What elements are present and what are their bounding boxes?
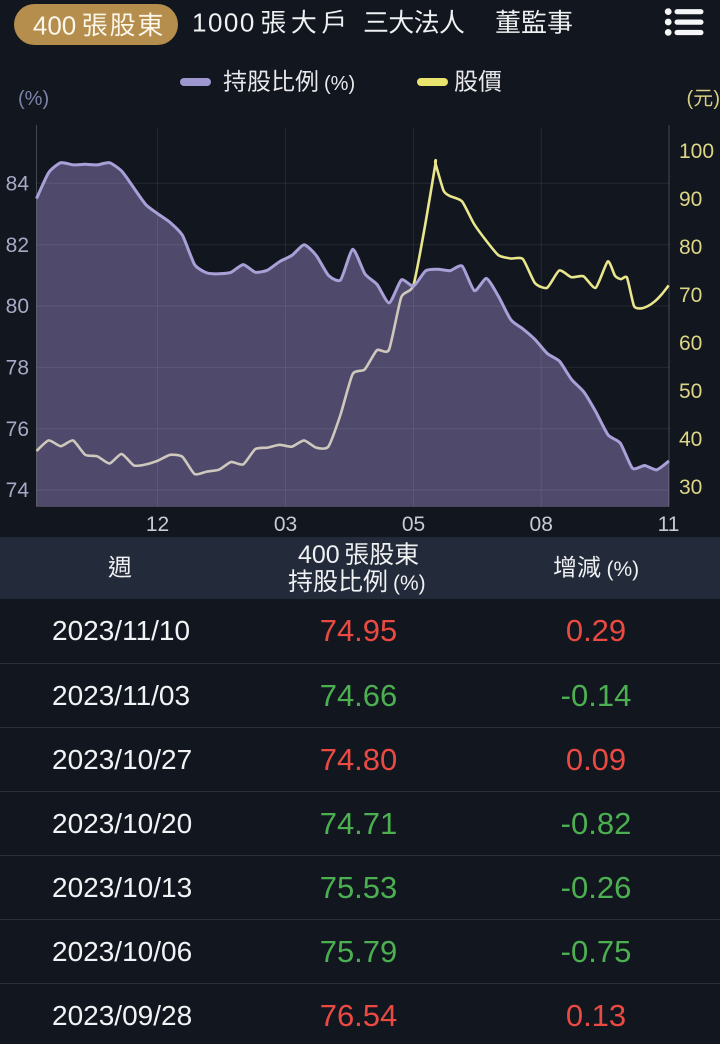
svg-text:03: 03 [274,513,297,536]
svg-text:(%): (%) [18,88,49,110]
svg-text:100: 100 [679,140,714,163]
svg-text:(: ( [687,88,694,110]
svg-text:08: 08 [530,513,553,536]
svg-text:(%): (%) [606,558,639,581]
svg-text:40: 40 [679,428,702,451]
svg-text:76: 76 [6,418,29,441]
svg-text:74: 74 [6,479,30,502]
svg-text:11: 11 [658,513,680,536]
svg-text:05: 05 [402,513,425,536]
svg-text:1000: 1000 [192,8,256,38]
svg-text:(%): (%) [324,73,355,95]
svg-text:70: 70 [679,284,702,307]
svg-text:50: 50 [679,380,702,403]
svg-text:): ) [713,88,720,110]
svg-text:12: 12 [146,513,169,536]
svg-text:84: 84 [6,173,30,196]
svg-text:82: 82 [6,234,29,257]
svg-text:78: 78 [6,357,29,380]
svg-text:80: 80 [6,295,29,318]
svg-text:400: 400 [298,541,340,568]
svg-text:30: 30 [679,476,702,499]
svg-text:(%): (%) [393,572,426,595]
svg-text:90: 90 [679,188,702,211]
svg-text:80: 80 [679,236,702,259]
svg-text:60: 60 [679,332,702,355]
svg-text:400: 400 [33,10,76,40]
